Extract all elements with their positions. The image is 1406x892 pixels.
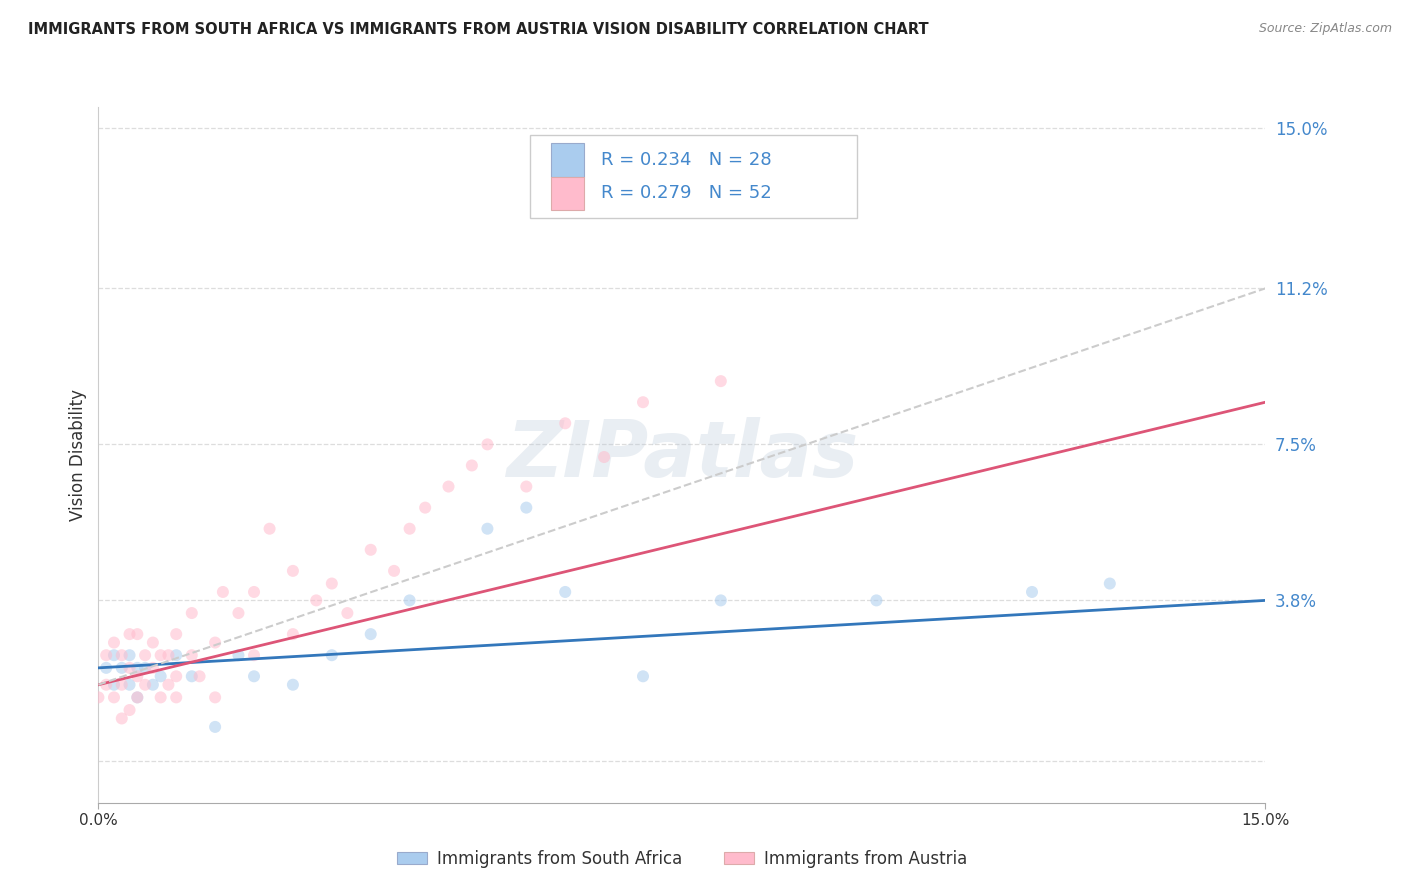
Point [180, 669, 202, 683]
Point [96, 661, 118, 675]
Point [477, 522, 499, 536]
Point [127, 669, 149, 683]
Point [149, 648, 172, 663]
Point [165, 648, 187, 663]
Text: Source: ZipAtlas.com: Source: ZipAtlas.com [1258, 22, 1392, 36]
Point [165, 669, 187, 683]
Point [259, 522, 281, 536]
Point [180, 606, 202, 620]
Point [413, 500, 436, 515]
Point [228, 606, 250, 620]
Point [87, 690, 110, 705]
Point [118, 648, 141, 663]
Point [554, 417, 576, 431]
Point [398, 593, 420, 607]
Point [111, 661, 134, 675]
Y-axis label: Vision Disability: Vision Disability [69, 389, 87, 521]
Point [111, 711, 134, 725]
Point [118, 661, 141, 675]
Point [228, 648, 250, 663]
Point [593, 450, 616, 464]
Point [710, 593, 733, 607]
Point [127, 690, 149, 705]
Point [157, 678, 180, 692]
Point [477, 437, 499, 451]
Point [212, 585, 235, 599]
Point [1098, 576, 1121, 591]
Point [305, 593, 328, 607]
Point [515, 479, 537, 493]
Point [204, 720, 226, 734]
Point [204, 635, 226, 649]
Point [281, 627, 304, 641]
Point [360, 542, 382, 557]
Point [281, 678, 304, 692]
Point [134, 648, 156, 663]
Point [103, 635, 125, 649]
Point [165, 627, 187, 641]
FancyBboxPatch shape [530, 135, 856, 219]
Point [515, 500, 537, 515]
Point [149, 669, 172, 683]
Point [134, 661, 156, 675]
Point [118, 627, 141, 641]
Point [96, 648, 118, 663]
Point [243, 648, 266, 663]
Point [165, 690, 187, 705]
Point [127, 627, 149, 641]
Point [149, 690, 172, 705]
Point [157, 648, 180, 663]
Point [321, 576, 343, 591]
Point [142, 661, 165, 675]
Point [321, 648, 343, 663]
Point [631, 669, 654, 683]
Point [336, 606, 359, 620]
Point [437, 479, 460, 493]
Point [631, 395, 654, 409]
Point [134, 678, 156, 692]
Point [127, 661, 149, 675]
Point [204, 690, 226, 705]
Point [103, 678, 125, 692]
Point [1021, 585, 1043, 599]
Point [103, 648, 125, 663]
Text: R = 0.279   N = 52: R = 0.279 N = 52 [602, 185, 772, 202]
Point [142, 635, 165, 649]
Point [188, 669, 211, 683]
Point [118, 703, 141, 717]
Point [243, 669, 266, 683]
Point [243, 585, 266, 599]
Point [111, 678, 134, 692]
Point [118, 678, 141, 692]
Point [398, 522, 420, 536]
Legend: Immigrants from South Africa, Immigrants from Austria: Immigrants from South Africa, Immigrants… [389, 843, 974, 874]
Point [382, 564, 405, 578]
Point [127, 690, 149, 705]
Text: ZIPatlas: ZIPatlas [506, 417, 858, 493]
Text: R = 0.234   N = 28: R = 0.234 N = 28 [602, 151, 772, 169]
Bar [551, 177, 583, 210]
Point [554, 585, 576, 599]
Point [142, 678, 165, 692]
Point [111, 648, 134, 663]
Bar [551, 144, 583, 177]
Point [103, 690, 125, 705]
Point [710, 374, 733, 388]
Text: IMMIGRANTS FROM SOUTH AFRICA VS IMMIGRANTS FROM AUSTRIA VISION DISABILITY CORREL: IMMIGRANTS FROM SOUTH AFRICA VS IMMIGRAN… [28, 22, 929, 37]
Point [281, 564, 304, 578]
Point [360, 627, 382, 641]
Point [865, 593, 887, 607]
Point [461, 458, 484, 473]
Point [180, 648, 202, 663]
Point [96, 678, 118, 692]
